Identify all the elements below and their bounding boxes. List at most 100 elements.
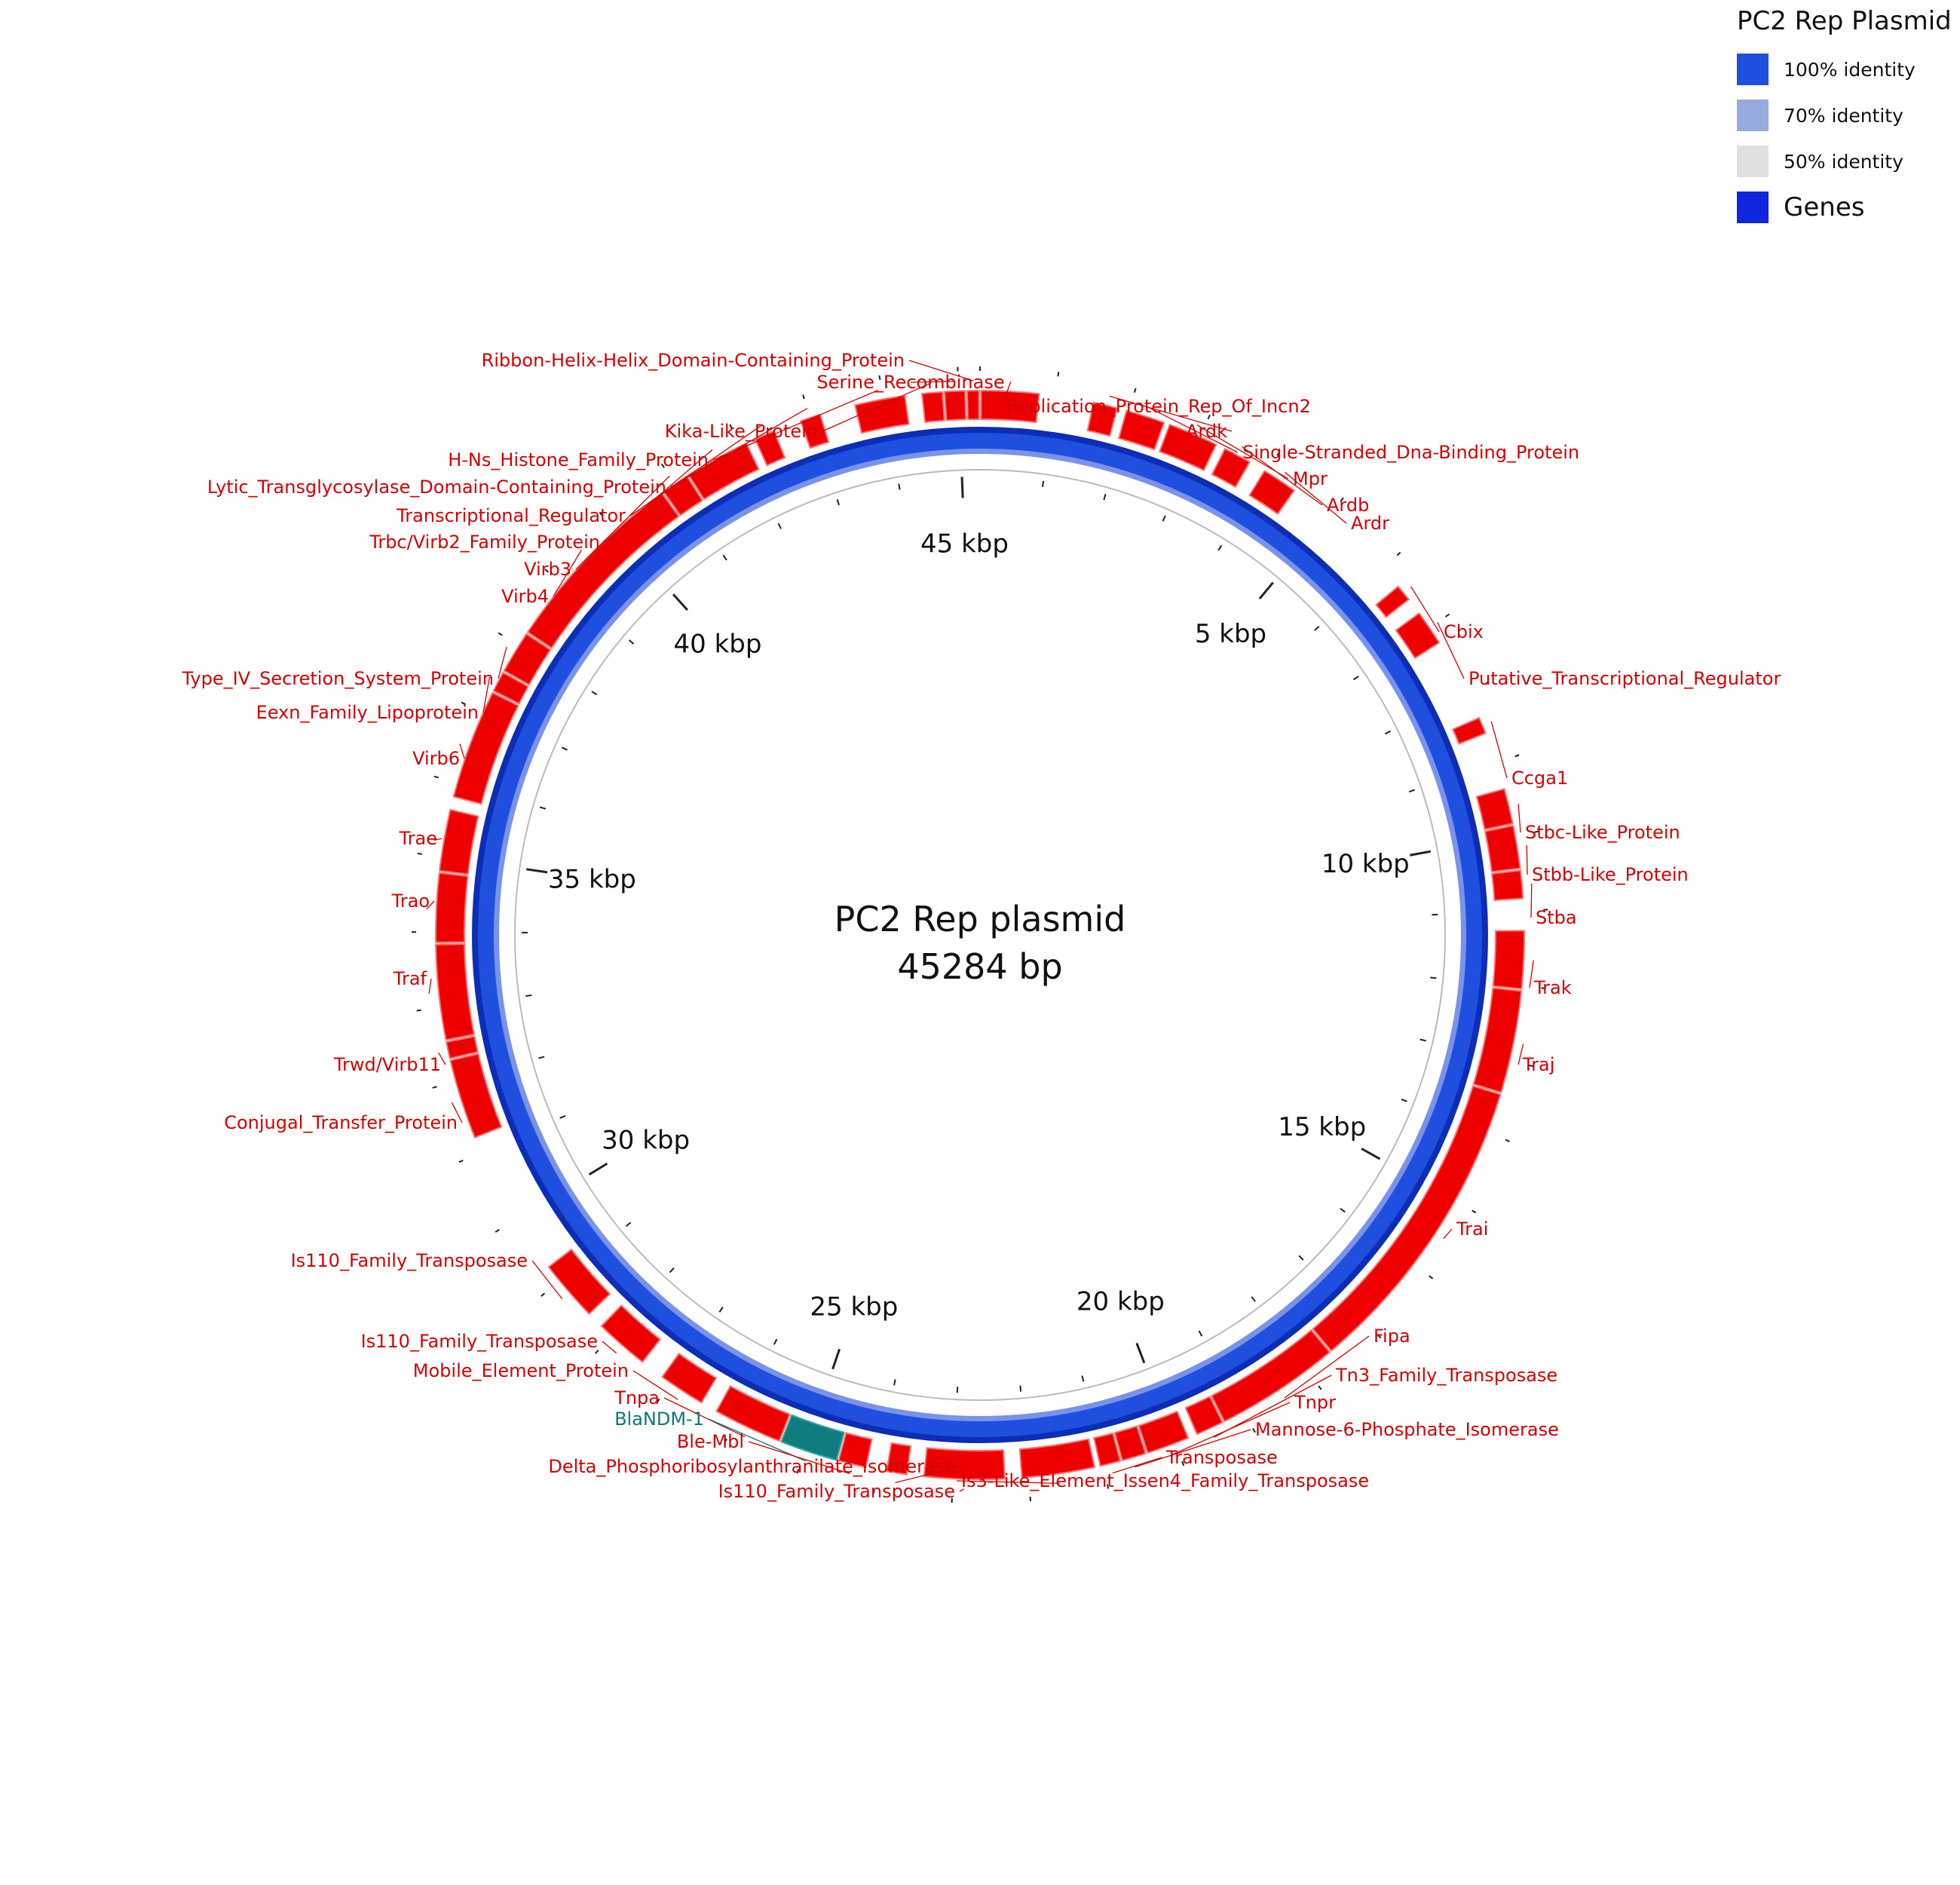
scale-tick: [773, 1338, 778, 1345]
scale-tick: [1019, 1385, 1022, 1392]
inner-reference-circle: [514, 469, 1446, 1401]
scale-tick: [1430, 976, 1437, 979]
label-leader-line: [1242, 446, 1323, 506]
identity-ring-outer-edge: [472, 427, 1488, 1443]
center-title: PC2 Rep plasmid 45284 bp: [835, 899, 1126, 987]
outer-tick: [1472, 1209, 1477, 1214]
scale-tick: [1198, 1330, 1203, 1337]
outer-tick: [660, 463, 665, 468]
scale-tick: [1162, 515, 1166, 522]
gene-label: Putative_Transcriptional_Regulator: [1468, 668, 1781, 689]
gene-arc: [547, 1248, 611, 1315]
gene-arc: [452, 691, 519, 805]
gene-arc: [1018, 1438, 1096, 1479]
scale-tick: [1419, 1038, 1426, 1042]
legend-item-50-identity: 50% identity: [1737, 145, 1955, 178]
scale-tick: [1361, 1148, 1381, 1160]
scale-tick: [669, 1267, 675, 1274]
label-leader-line: [553, 549, 583, 597]
scale-tick: [893, 1379, 896, 1386]
outer-tick: [656, 1398, 660, 1403]
gene-label: Kika-Like_Protein: [665, 421, 818, 442]
label-leader-line: [531, 1260, 563, 1300]
gene-label: Ccga1: [1511, 768, 1568, 789]
backbone-rings: [472, 427, 1488, 1443]
outer-tick: [432, 1086, 437, 1089]
gene-label: Trak: [1533, 977, 1572, 998]
gene-arc: [1484, 824, 1521, 873]
label-leader-line: [1001, 381, 1012, 407]
gene-label: H-Ns_Histone_Family_Protein: [448, 449, 709, 470]
outer-tick: [416, 1009, 421, 1012]
label-leader-line: [459, 743, 465, 759]
legend-item-genes: Genes: [1737, 191, 1955, 224]
gene-arc: [1158, 423, 1217, 472]
scale-tick: [718, 1307, 724, 1313]
gene-label: Is3-Like_Element_Issen4_Family_Transposa…: [961, 1470, 1369, 1491]
gene-arc: [920, 391, 945, 423]
label-leader-line: [1171, 1402, 1291, 1456]
gene-arc: [1395, 611, 1441, 660]
scale-label: 20 kbp: [1076, 1286, 1165, 1316]
gene-label: Virb4: [501, 586, 549, 607]
outer-tick: [498, 632, 503, 636]
gene-label: Single-Stranded_Dna-Binding_Protein: [1242, 442, 1579, 463]
label-leader-line: [1285, 471, 1347, 524]
scale-label: 30 kbp: [602, 1126, 690, 1156]
legend-title: PC2 Rep Plasmid: [1737, 6, 1952, 36]
legend-swatch-genes: [1737, 192, 1769, 223]
gene-label: Ribbon-Helix-Helix_Domain-Containing_Pro…: [482, 350, 905, 371]
gene-label: Transcriptional_Regulator: [396, 505, 626, 526]
label-leader-line: [895, 1466, 961, 1483]
outer-tick: [495, 1229, 500, 1233]
gene-label: Stbb-Like_Protein: [1532, 864, 1689, 885]
gene-arc: [1210, 1329, 1331, 1423]
scale-tick: [525, 994, 532, 997]
label-leader-line: [822, 382, 932, 432]
outer-tick: [802, 394, 805, 400]
scale-tick: [1352, 676, 1359, 681]
label-leader-line: [575, 475, 670, 570]
outer-tick: [1106, 1484, 1110, 1489]
label-leader-line: [426, 900, 435, 910]
gene-label: Ardr: [1351, 513, 1389, 534]
scale-tick: [1251, 1296, 1256, 1302]
outer-tick: [458, 1160, 464, 1163]
label-leader-line: [956, 1480, 1060, 1484]
scale-tick: [836, 498, 840, 506]
outer-tick: [594, 1349, 599, 1354]
gene-label: Tnpr: [1294, 1392, 1336, 1413]
gene-arc: [1211, 447, 1251, 489]
outer-tick: [729, 424, 733, 429]
gene-label: Type_IV_Secretion_System_Protein: [181, 668, 494, 689]
gene-label: Serine_Recombinase: [816, 372, 1004, 393]
gene-label: Trwd/Virb11: [333, 1054, 441, 1075]
scale-label: 35 kbp: [548, 864, 636, 894]
gene-label: Trbc/Virb2_Family_Protein: [369, 532, 600, 553]
gene-label: Replication_Protein_Rep_Of_Incn2: [1006, 396, 1311, 417]
scale-label: 45 kbp: [920, 529, 1009, 559]
identity-ring-edge: [493, 448, 1467, 1422]
gene-label: Is110_Family_Transposase: [361, 1331, 598, 1352]
gene-labels: Ribbon-Helix-Helix_Domain-Containing_Pro…: [181, 350, 1781, 1502]
label-leader-line: [602, 1341, 617, 1354]
gene-arc: [1086, 401, 1119, 437]
legend-swatch-50: [1737, 146, 1769, 177]
scale-tick: [1340, 1207, 1346, 1213]
gene-label: Traj: [1522, 1054, 1554, 1075]
gene-arc: [526, 492, 680, 649]
gene-label: Mobile_Element_Protein: [413, 1360, 629, 1381]
legend-label: 70% identity: [1784, 104, 1903, 127]
label-leader-line: [908, 360, 974, 382]
gene-label: Virb3: [524, 559, 571, 580]
gene-label: Trai: [1456, 1218, 1488, 1240]
label-leader-line: [498, 647, 507, 679]
gene-label: Ardb: [1327, 495, 1369, 516]
label-leader-line: [663, 1397, 746, 1438]
gene-arc: [754, 430, 786, 467]
outer-tick: [541, 1292, 546, 1297]
scale-tick: [1410, 850, 1432, 857]
gene-arc: [1375, 585, 1410, 618]
outer-tick: [433, 775, 439, 779]
